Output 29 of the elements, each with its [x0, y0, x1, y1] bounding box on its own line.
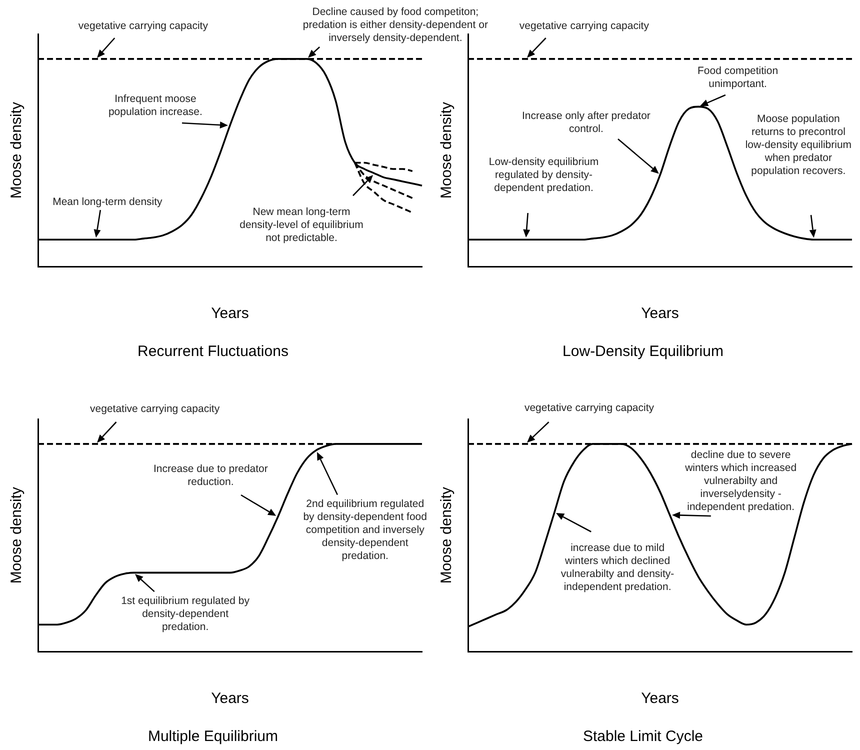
text: Multiple Equilibrium	[148, 728, 278, 746]
annotation: increase due to mild winters which declined vulnerabilty and density-independent predation.	[560, 542, 676, 594]
annotation: Infrequent moose population increase.	[107, 93, 204, 120]
y-axis-title: Moose density	[8, 101, 26, 199]
annotation: Increase only after predator control.	[521, 110, 652, 136]
y-axis-title: Moose density	[438, 486, 456, 584]
annotation: Food competition unimportant.	[696, 65, 780, 92]
y-axis-title: Moose density	[8, 486, 26, 584]
text: vegetative carrying capacity	[518, 20, 650, 34]
x-axis-title: Years	[211, 690, 249, 708]
text: vegetative carrying capacity	[89, 403, 221, 416]
text: Low-Density Equilibrium	[562, 343, 724, 360]
annotation: Increase due to predator reduction.	[152, 463, 269, 490]
x-axis-title: Years	[641, 690, 679, 708]
annotation: 2nd equilibrium regulated by density-dependent food competition and inversely density-dependent predation.	[302, 498, 428, 564]
x-axis-title: Years	[211, 305, 249, 322]
annotation: 1st equilibrium regulated by density-dependent predation.	[120, 595, 250, 634]
text: vegetative carrying capacity	[77, 20, 209, 33]
annotation: decline due to severe winters which increased vulnerabilty and inverselydensity - independent predation.	[684, 449, 798, 514]
y-axis-title: Moose density	[438, 101, 456, 199]
annotation: New mean long-term density-level of equilibrium not predictable.	[238, 206, 364, 246]
x-axis-title: Years	[641, 305, 679, 322]
text: Recurrent Fluctuations	[138, 343, 288, 360]
annotation: Mean long-term density	[52, 196, 162, 208]
text: Stable Limit Cycle	[582, 728, 704, 746]
text: Decline caused by food competiton; predation is either density-dependent or inversely density-dependent.	[302, 6, 489, 46]
annotation: Low-density equilibrium regulated by density-dependent predation.	[488, 156, 600, 195]
text: vegetative carrying capacity	[523, 402, 656, 415]
annotation: Moose population returns to precontrol low-density equilibrium when predator population recovers.	[744, 113, 853, 178]
